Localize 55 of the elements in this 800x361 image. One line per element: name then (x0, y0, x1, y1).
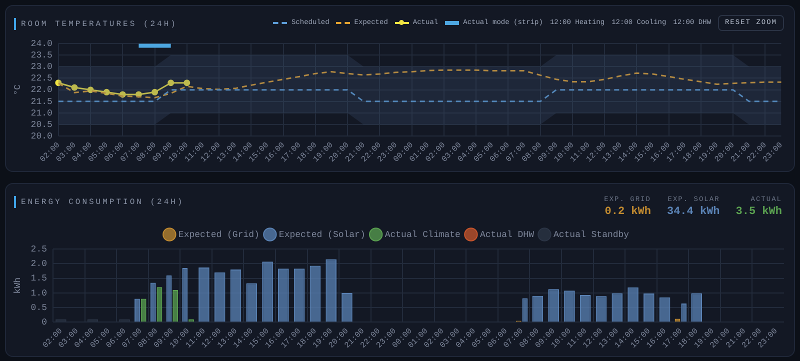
y-tick-label: 0 (42, 318, 48, 328)
y-tick-label: 22.5 (30, 74, 52, 84)
y-tick-label: 21.5 (30, 96, 52, 107)
y-tick-label: 2.5 (30, 244, 48, 254)
y-axis-title: kWh (12, 278, 23, 294)
chart-title: ENERGY CONSUMPTION (24H) (21, 198, 184, 206)
y-tick-label: 23.5 (30, 50, 52, 60)
bar (564, 290, 575, 322)
bar (246, 283, 258, 322)
bar (644, 294, 654, 322)
y-tick-label: 24.0 (30, 38, 52, 49)
y-tick-label: 2.0 (30, 259, 48, 270)
point (152, 88, 158, 96)
bar (342, 292, 352, 322)
bar (532, 296, 544, 322)
chart-title: ROOM TEMPERATURES (24H) (21, 20, 178, 28)
y-tick-label: 23.0 (30, 62, 52, 72)
bar (628, 287, 638, 322)
bar (278, 268, 289, 322)
point (87, 86, 94, 94)
point (168, 80, 174, 86)
bar (198, 267, 210, 322)
bar (326, 259, 337, 322)
bar (659, 297, 670, 322)
bar (580, 294, 591, 322)
bar (214, 272, 226, 322)
legend-label: Actual Standby (553, 230, 630, 240)
y-tick-label: 20.0 (30, 132, 52, 142)
legend-label: Expected (Solar) (278, 230, 366, 240)
bar (612, 293, 623, 322)
y-tick-label: 1.5 (30, 274, 48, 284)
bar (310, 266, 321, 322)
y-axis-title: °C (12, 84, 23, 96)
y-tick-label: 1.0 (30, 288, 48, 298)
point (103, 88, 110, 96)
point (71, 84, 78, 91)
legend-label: Expected (Grid) (178, 230, 260, 240)
y-tick-label: 22.0 (30, 85, 52, 96)
y-tick-label: 21.0 (30, 108, 52, 118)
text: 0.2 kWh (604, 206, 651, 218)
bar (548, 289, 559, 322)
text: 34.4 kWh (666, 206, 720, 218)
bar (294, 268, 305, 322)
legend-label: Actual Climate (384, 230, 460, 240)
point (184, 80, 190, 86)
bar (140, 298, 146, 322)
bar (691, 293, 702, 322)
bar (230, 270, 242, 322)
text: 3.5 kWh (736, 206, 782, 218)
y-tick-label: 20.5 (30, 120, 52, 130)
bar (172, 290, 178, 322)
y-tick-label: 0.5 (30, 302, 48, 313)
bar (262, 262, 273, 322)
legend-label: Actual DHW (480, 230, 535, 240)
bar (596, 296, 607, 322)
